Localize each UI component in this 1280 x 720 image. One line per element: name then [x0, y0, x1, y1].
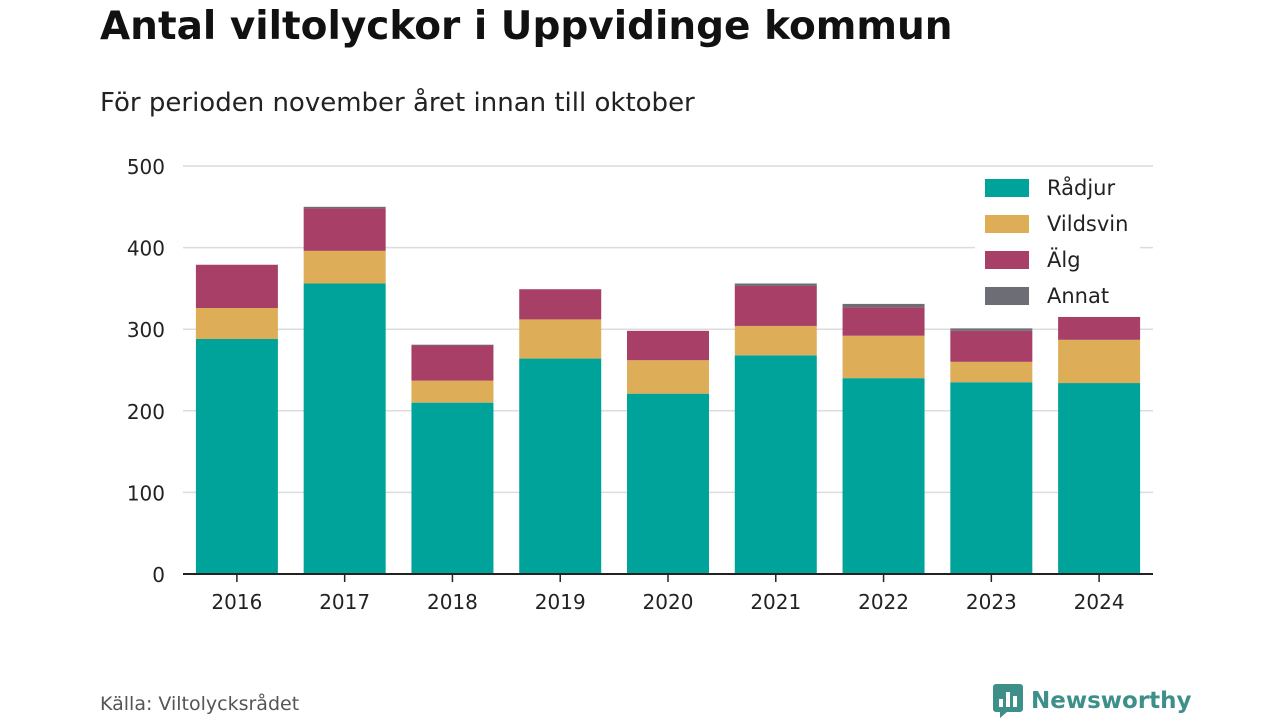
bar-segment: [842, 307, 925, 336]
legend-label: Vildsvin: [1047, 212, 1128, 236]
bar-segment: [950, 330, 1033, 362]
x-tick-label: 2016: [211, 590, 262, 614]
legend-swatch: [985, 287, 1029, 305]
bar-segment: [195, 307, 278, 339]
brand-logo: Newsworthy: [993, 684, 1192, 718]
legend-label: Rådjur: [1047, 175, 1115, 200]
legend-swatch: [985, 251, 1029, 269]
bar-segment: [303, 250, 386, 284]
x-tick-label: 2021: [750, 590, 801, 614]
bar-segment: [411, 344, 494, 346]
brand-name: Newsworthy: [1031, 688, 1192, 714]
legend-swatch: [985, 179, 1029, 197]
bar-segment: [519, 319, 602, 359]
bar-segment: [1058, 316, 1141, 340]
y-tick-label: 400: [127, 237, 165, 261]
bar-segment: [303, 206, 386, 209]
bar-segment: [519, 289, 602, 320]
bars: [195, 206, 1141, 574]
x-tick-label: 2018: [427, 590, 478, 614]
newsworthy-logo-icon: [993, 684, 1023, 718]
legend-label: Älg: [1047, 247, 1081, 272]
bar-segment: [842, 303, 925, 308]
y-tick-label: 100: [127, 481, 165, 505]
source-note: Källa: Viltolycksrådet: [100, 693, 300, 715]
y-tick-label: 200: [127, 400, 165, 424]
bar-segment: [195, 338, 278, 574]
bar-segment: [950, 328, 1033, 331]
legend-label: Annat: [1047, 284, 1109, 308]
chart-title: Antal viltolyckor i Uppvidinge kommun: [100, 4, 953, 49]
x-tick-label: 2019: [535, 590, 586, 614]
x-tick-label: 2017: [319, 590, 370, 614]
bar-segment: [842, 335, 925, 379]
bar-segment: [734, 283, 817, 286]
bar-segment: [1058, 383, 1141, 574]
bar-segment: [627, 393, 709, 574]
bar-segment: [411, 380, 494, 403]
bar-segment: [842, 378, 925, 574]
bar-segment: [734, 285, 817, 326]
bar-segment: [734, 355, 817, 574]
bar-segment: [950, 382, 1033, 574]
bar-segment: [734, 325, 817, 356]
bar-segment: [303, 208, 386, 251]
legend: Rådjur Vildsvin Älg Annat: [975, 170, 1140, 312]
bar-segment: [1058, 339, 1141, 384]
bar-segment: [411, 345, 494, 381]
y-tick-label: 500: [127, 155, 165, 179]
bar-segment: [627, 330, 709, 361]
x-tick-label: 2022: [858, 590, 909, 614]
bar-segment: [303, 283, 386, 574]
chart-subtitle: För perioden november året innan till ok…: [100, 88, 695, 118]
x-tick-label: 2024: [1074, 590, 1125, 614]
bar-segment: [411, 402, 494, 574]
y-tick-label: 300: [127, 318, 165, 342]
legend-swatch: [985, 215, 1029, 233]
y-tick-label: 0: [152, 563, 165, 587]
bar-segment: [195, 264, 278, 308]
x-tick-label: 2023: [966, 590, 1017, 614]
bar-segment: [950, 361, 1033, 383]
x-tick-label: 2020: [643, 590, 694, 614]
bar-segment: [627, 360, 709, 394]
bar-segment: [519, 358, 602, 574]
x-axis: 2016 2017 2018 2019 2020 2021 2022 2023 2024: [211, 574, 1125, 614]
y-axis: 0 100 200 300 400 500: [127, 155, 165, 587]
